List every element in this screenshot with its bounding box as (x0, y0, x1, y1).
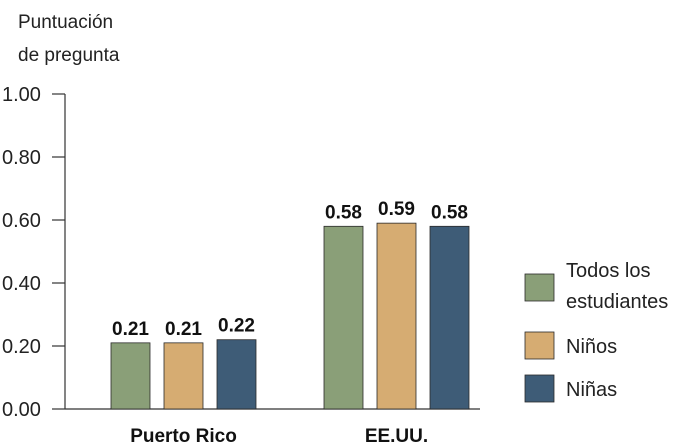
bar (216, 339, 257, 410)
bar (110, 342, 151, 410)
legend-label: Todos los (566, 260, 651, 282)
y-tick-label: 0.80 (2, 147, 41, 169)
y-axis-ticks: 0.00 0.20 0.40 0.60 0.80 1.00 (2, 84, 65, 421)
bar-value-label: 0.58 (325, 202, 362, 223)
legend-label: estudiantes (566, 291, 668, 313)
bars (110, 222, 470, 410)
bar (376, 222, 417, 410)
bar-value-label: 0.22 (218, 316, 255, 337)
y-tick-label: 1.00 (2, 84, 41, 106)
bar-value-label: 0.59 (378, 199, 415, 220)
legend-item: Niñas (524, 374, 617, 403)
y-axis-title-line-1: Puntuación (18, 12, 113, 33)
legend-swatch (524, 273, 555, 302)
category-label: EE.UU. (365, 426, 428, 447)
legend-swatch (524, 374, 555, 403)
legend-item: Todos los estudiantes (524, 260, 668, 313)
y-tick-label: 0.60 (2, 210, 41, 232)
category-label: Puerto Rico (130, 426, 237, 447)
value-labels: 0.21 0.21 0.22 0.58 0.59 0.58 (112, 199, 468, 340)
bar-value-label: 0.58 (431, 202, 468, 223)
bar (429, 225, 470, 410)
y-tick-label: 0.20 (2, 336, 41, 358)
bar (323, 225, 364, 410)
category-labels: Puerto Rico EE.UU. (130, 426, 428, 447)
y-tick-label: 0.40 (2, 273, 41, 295)
y-axis-title-line-2: de pregunta (18, 45, 120, 66)
legend-swatch (524, 331, 555, 360)
legend-label: Niños (566, 336, 617, 358)
bar-value-label: 0.21 (165, 319, 202, 340)
y-axis-title: Puntuación de pregunta (18, 12, 120, 66)
bar-value-label: 0.21 (112, 319, 149, 340)
y-tick-label: 0.00 (2, 399, 41, 421)
legend-item: Niños (524, 331, 617, 360)
legend: Todos los estudiantes Niños Niñas (524, 260, 668, 403)
legend-label: Niñas (566, 379, 617, 401)
bar (163, 342, 204, 410)
